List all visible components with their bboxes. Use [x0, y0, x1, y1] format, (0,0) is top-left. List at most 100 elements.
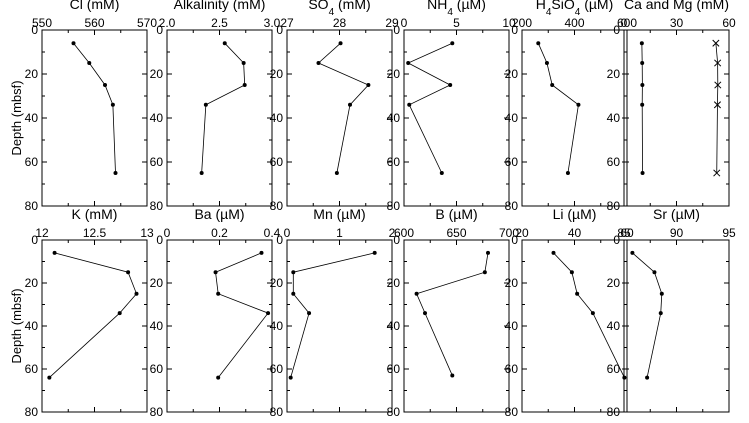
data-point [565, 171, 570, 175]
data-point-x [714, 81, 722, 89]
y-tick-label: 40 [25, 111, 39, 125]
x-tick-label: 2.0 [159, 16, 176, 30]
series-line-1 [290, 252, 375, 378]
x-tick-label: 60 [722, 16, 736, 30]
data-point [199, 171, 204, 175]
data-point [640, 83, 645, 87]
panel-1: Cl (mM) 550 560 570 0 20 40 60 80 Depth (mbsf) [9, 0, 157, 213]
y-tick-label: 20 [607, 276, 621, 290]
data-point [103, 83, 107, 87]
y-tick-label: 80 [150, 405, 164, 419]
y-tick-label: 20 [270, 67, 284, 81]
y-tick-label: 40 [505, 319, 519, 333]
data-point [569, 270, 574, 275]
x-tick-label: 550 [32, 16, 52, 30]
y-tick-label: 20 [607, 67, 621, 81]
y-tick-label: 80 [607, 405, 621, 419]
y-tick-label: 20 [270, 276, 284, 290]
data-point [639, 41, 644, 46]
y-tick-label: 0 [613, 233, 620, 247]
y-tick-label: 40 [25, 319, 39, 333]
data-point [126, 270, 131, 275]
y-tick-label: 40 [607, 319, 621, 333]
y-tick-label: 60 [505, 155, 519, 169]
y-tick-label: 80 [270, 199, 284, 213]
series-line-1 [215, 252, 269, 378]
data-point [439, 171, 444, 175]
data-point [348, 102, 352, 107]
x-tick-label: 2 [389, 226, 396, 240]
data-point [288, 375, 293, 380]
x-tick-label: 3.0 [264, 16, 281, 30]
y-tick-label: 40 [607, 111, 621, 125]
panel-title: K (mM) [72, 206, 118, 222]
x-tick-label: 1 [336, 226, 343, 240]
series-line-1 [416, 252, 489, 376]
plot-frame [623, 29, 730, 207]
y-tick-label: 60 [607, 362, 621, 376]
plot-frame [623, 239, 730, 413]
x-tick-label: 30 [670, 16, 684, 30]
panel-title: Sr (µM) [653, 206, 700, 222]
y-tick-label: 80 [25, 199, 39, 213]
y-tick-label: 60 [607, 155, 621, 169]
y-tick-label: 60 [150, 362, 164, 376]
series-line-1 [201, 42, 246, 174]
x-tick-label: 28 [333, 16, 347, 30]
x-tick-label: 650 [446, 226, 466, 240]
y-tick-label: 80 [505, 405, 519, 419]
y-tick-label: 0 [276, 23, 283, 37]
data-point [414, 291, 419, 296]
data-point [113, 171, 118, 175]
y-tick-label: 40 [505, 111, 519, 125]
x-tick-label: 0.4 [264, 226, 281, 240]
y-axis-label: Depth (mbsf) [9, 288, 24, 363]
panel-title: Li (µM) [553, 206, 597, 222]
data-point [544, 61, 549, 65]
data-point [117, 311, 122, 316]
panel-title: Mn (µM) [313, 206, 365, 222]
x-tick-label: 5 [453, 16, 460, 30]
data-point [338, 41, 343, 46]
panel-title: SO4 (mM) [308, 0, 370, 18]
panel-title: NH4 (µM) [427, 0, 486, 18]
data-point [407, 102, 412, 107]
plot-frame [403, 29, 510, 207]
y-tick-label: 80 [387, 405, 401, 419]
y-tick-label: 20 [387, 67, 401, 81]
x-tick-label: 400 [564, 16, 584, 30]
data-point [216, 291, 221, 296]
x-tick-label: 20 [515, 226, 529, 240]
plot-frame [286, 29, 393, 207]
data-point [550, 83, 555, 87]
data-point [291, 270, 296, 275]
x-tick-label: 60 [620, 226, 634, 240]
series-line-1 [407, 42, 453, 174]
x-tick-label: 2.5 [211, 16, 228, 30]
data-point [71, 41, 76, 46]
y-tick-label: 60 [25, 362, 39, 376]
x-tick-label: 12.5 [83, 226, 107, 240]
data-point [110, 102, 115, 107]
data-point [406, 61, 411, 65]
data-point [291, 291, 296, 296]
panel-title: B (µM) [435, 206, 477, 222]
data-point [652, 270, 657, 275]
y-tick-label: 0 [511, 23, 518, 37]
data-point [47, 375, 52, 380]
y-tick-label: 0 [276, 233, 283, 247]
x-tick-label: 0 [164, 226, 171, 240]
data-point [334, 171, 339, 175]
x-tick-label: 95 [722, 226, 736, 240]
y-tick-label: 60 [150, 155, 164, 169]
x-tick-label: 560 [84, 16, 104, 30]
y-tick-label: 80 [387, 199, 401, 213]
data-point [52, 250, 57, 255]
data-point [213, 270, 218, 275]
panel-title: H4SiO4 (µM) [536, 0, 614, 18]
y-tick-label: 20 [505, 67, 519, 81]
data-point [222, 41, 227, 46]
data-point [486, 250, 490, 255]
